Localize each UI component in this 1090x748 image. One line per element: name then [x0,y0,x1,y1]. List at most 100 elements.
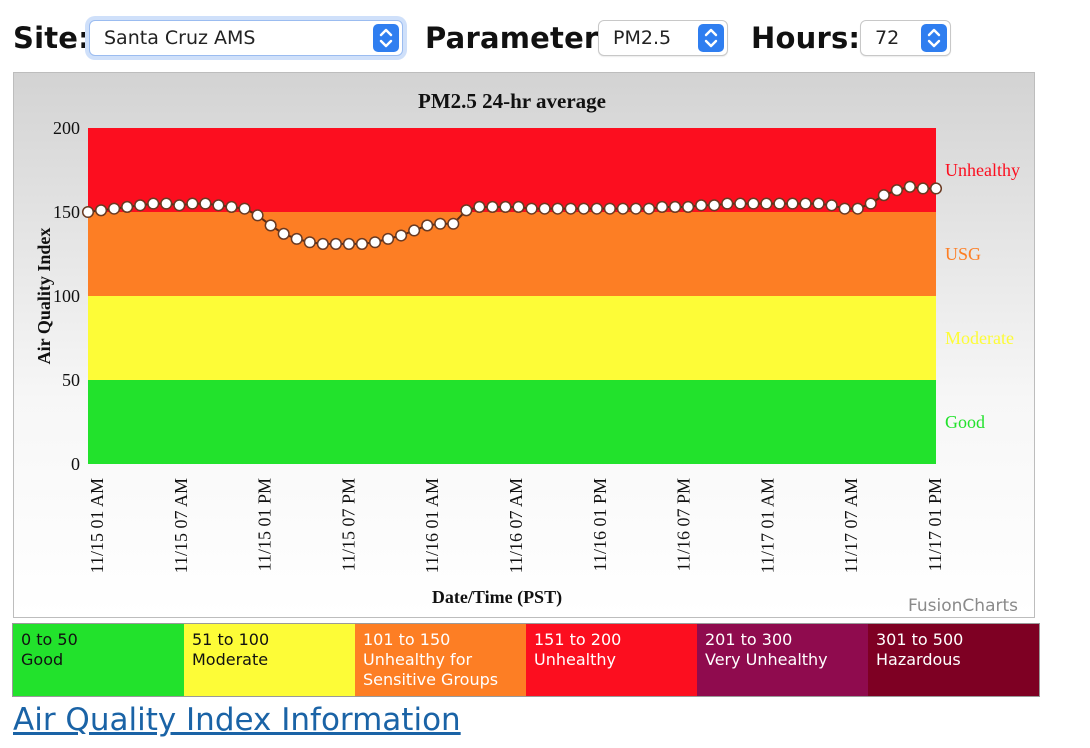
data-point [199,197,212,210]
data-point [629,202,642,215]
hours-label: Hours: [751,21,861,55]
fusioncharts-credit: FusionCharts [908,596,1018,616]
x-tick-label: 11/15 07 PM [338,478,358,571]
data-point [747,197,760,210]
data-point [669,200,682,214]
site-select-value: Santa Cruz AMS [104,27,256,49]
controls-bar: Site: Santa Cruz AMS Parameter: PM2.5 Ho… [0,0,1090,72]
data-point [160,197,173,210]
data-point [277,227,290,240]
data-point [238,202,251,215]
x-tick-label: 11/16 01 AM [422,478,442,573]
legend-category: Unhealthy [534,650,616,669]
x-tick-label: 11/17 01 PM [925,478,945,571]
data-point [538,202,551,215]
data-point [603,202,616,215]
data-point [616,202,629,215]
data-point [355,237,369,250]
aqi-legend: 0 to 50 Good 51 to 100 Moderate 101 to 150 Un… [12,623,1040,697]
x-tick-label: 11/17 07 AM [841,478,861,573]
data-point [186,197,199,210]
data-point [590,202,603,215]
aqi-chart: Good Moderate USG Unhealthy PM2.5 24-hr aver… [34,89,1020,616]
data-point [434,217,447,230]
data-point [408,224,421,237]
legend-range: 101 to 150 [363,630,451,649]
data-point [342,237,355,250]
x-tick-label: 11/17 01 AM [757,478,777,573]
data-point [786,197,799,210]
data-point [316,237,329,250]
x-axis-label: Date/Time (PST) [432,587,562,608]
legend-cell-unhealthy: 151 to 200 Unhealthy [526,624,697,696]
legend-category: Unhealthy for Sensitive Groups [363,650,499,689]
data-point [303,236,316,249]
data-point [225,200,238,214]
data-point [108,202,121,215]
data-point [460,204,473,217]
data-point [929,182,943,195]
site-select[interactable]: Santa Cruz AMS [89,20,403,56]
data-point [368,236,382,249]
data-point [525,202,538,215]
x-tick-label: 11/16 07 PM [674,478,694,571]
legend-range: 51 to 100 [192,630,270,649]
legend-range: 301 to 500 [876,630,964,649]
data-point [825,199,838,212]
legend-category: Hazardous [876,650,961,669]
data-point [81,205,95,219]
band-moderate [88,296,936,380]
band-label-unhealthy: Unhealthy [945,160,1020,180]
data-point [877,189,890,202]
data-point [773,197,786,210]
data-point [577,202,590,215]
legend-range: 0 to 50 [21,630,78,649]
parameter-select-value: PM2.5 [613,27,672,49]
y-tick-label: 100 [53,286,80,306]
legend-category: Good [21,650,64,669]
band-good [88,380,936,464]
data-point [94,204,108,217]
data-point [890,184,903,197]
data-point [264,219,277,232]
data-point [760,197,773,210]
legend-range: 151 to 200 [534,630,622,649]
data-point [147,197,160,210]
x-tick-label: 11/15 01 PM [255,478,275,571]
data-point [512,200,525,214]
data-point [251,209,264,222]
data-point [447,217,460,230]
data-point [695,199,708,212]
hours-select-value: 72 [875,27,900,49]
x-tick-label: 11/15 01 AM [87,478,107,573]
data-point [473,200,486,214]
legend-cell-hazardous: 301 to 500 Hazardous [868,624,1039,696]
data-point [812,197,825,210]
data-point [708,199,721,212]
y-tick-label: 0 [71,454,80,474]
chart-title: PM2.5 24-hr average [418,89,606,113]
band-usg [88,212,936,296]
data-point [486,200,499,214]
parameter-select-arrows-icon[interactable] [698,24,724,52]
legend-cell-unhealthy-for-sensitive-groups: 101 to 150 Unhealthy for Sensitive Groups [355,624,526,696]
parameter-select[interactable]: PM2.5 [598,20,728,56]
y-tick-label: 200 [53,118,80,138]
legend-cell-moderate: 51 to 100 Moderate [184,624,355,696]
data-point [864,197,877,210]
hours-select-arrows-icon[interactable] [921,24,947,52]
aqi-info-link[interactable]: Air Quality Index Information [13,702,461,738]
x-tick-label: 11/16 07 AM [506,478,526,573]
chart-container: Good Moderate USG Unhealthy PM2.5 24-hr aver… [13,72,1035,618]
data-point [721,197,734,210]
data-point [395,229,408,242]
hours-select[interactable]: 72 [860,20,951,56]
legend-category: Very Unhealthy [705,650,828,669]
data-point [564,202,577,215]
legend-category: Moderate [192,650,269,669]
y-tick-label: 50 [62,370,80,390]
x-tick-label: 11/16 01 PM [590,478,610,571]
site-select-arrows-icon[interactable] [373,24,399,52]
legend-cell-good: 0 to 50 Good [13,624,184,696]
y-axis-label: Air Quality Index [34,228,54,365]
